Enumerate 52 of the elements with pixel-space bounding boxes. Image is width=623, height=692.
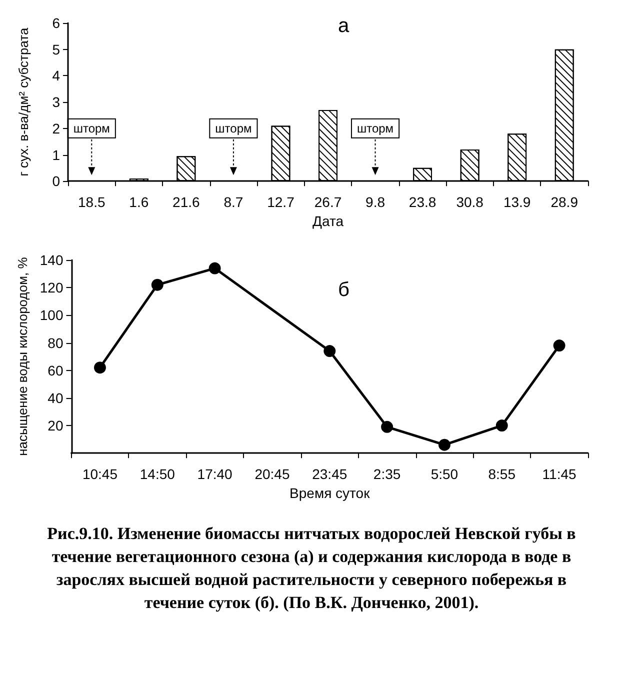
y-tick-label: 4: [52, 68, 60, 84]
point: [324, 345, 336, 358]
y-tick-label: 6: [52, 15, 60, 31]
x-tick-label: 18.5: [78, 194, 106, 210]
x-tick-label: 23:45: [312, 466, 348, 482]
y-tick-label: 140: [40, 252, 64, 268]
x-tick-label: 11:45: [542, 466, 576, 482]
x-tick-label: 14:50: [140, 466, 176, 482]
x-tick-label: 2:35: [373, 466, 401, 482]
y-tick-label: 0: [52, 173, 60, 190]
annotation: а: [338, 15, 350, 37]
x-tick-label: 1.6: [129, 194, 149, 210]
x-tick-label: 28.9: [550, 194, 578, 210]
x-tick-label: 23.8: [408, 194, 436, 210]
y-tick-label: 40: [48, 390, 64, 406]
y-tick-label: 80: [48, 334, 64, 351]
x-tick-label: 17:40: [197, 466, 233, 482]
y-tick-label: 5: [52, 41, 60, 58]
point: [151, 278, 164, 291]
y-tick-label: 100: [40, 307, 64, 324]
annotation: б: [338, 279, 350, 301]
annotation: шторм: [73, 121, 110, 136]
y-axis-title: насыщение воды кислородом, %: [15, 256, 30, 456]
x-tick-label: 26.7: [314, 194, 342, 210]
point: [553, 340, 566, 352]
x-tick-label: 20:45: [254, 466, 290, 482]
x-tick-label: 5:50: [430, 466, 458, 482]
x-tick-label: 21.6: [172, 194, 200, 210]
y-tick-label: 60: [48, 362, 64, 378]
y-tick-label: 1: [52, 146, 60, 163]
x-axis-title: Дата: [312, 213, 344, 229]
y-axis-title: г сух. в-ва/дм² субстрата: [16, 27, 31, 176]
point: [381, 420, 394, 433]
annotation: шторм: [215, 121, 252, 136]
x-tick-label: 12.7: [267, 194, 295, 210]
point: [208, 262, 221, 274]
y-tick-label: 20: [48, 418, 64, 434]
x-tick-label: 8:55: [488, 466, 516, 482]
point: [438, 438, 450, 451]
point: [94, 362, 106, 374]
x-axis-title: Время суток: [290, 485, 371, 501]
y-tick-label: 2: [52, 120, 60, 136]
y-tick-label: 3: [52, 94, 60, 110]
annotation: шторм: [356, 121, 394, 136]
x-tick-label: 13.9: [503, 194, 531, 210]
x-tick-label: 8.7: [224, 194, 244, 210]
x-tick-label: 9.8: [366, 194, 386, 210]
point: [496, 420, 508, 432]
x-tick-label: 30.8: [456, 194, 484, 210]
text: Рис.9.10. Изменение биомассы нитчатых водорослей Невской губы в течение вегетационного сезона (а) и содержания кислорода в воде в зарослях высшей водной растительности у северного побережья в течение суток (б). (По В.К. Донченко, 2001).: [46, 523, 577, 614]
y-tick-label: 120: [40, 280, 64, 296]
x-tick-label: 10:45: [82, 466, 118, 482]
